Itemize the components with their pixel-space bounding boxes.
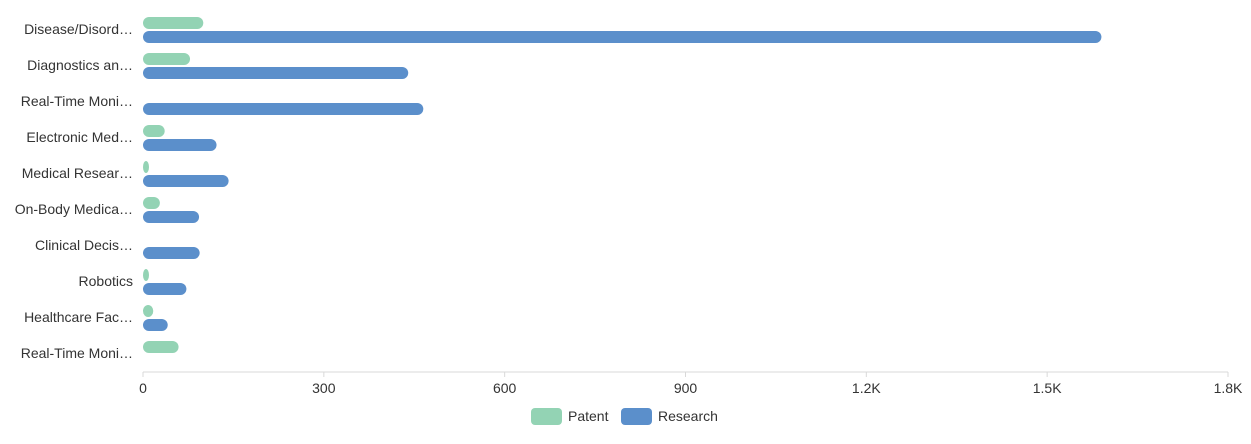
category-label: On-Body Medica… — [15, 201, 133, 217]
bar-research[interactable] — [143, 67, 409, 79]
bar-research[interactable] — [143, 175, 229, 187]
bar-patent[interactable] — [143, 269, 149, 281]
bar-research[interactable] — [143, 247, 200, 259]
x-tick-label: 1.2K — [852, 380, 881, 396]
bar-patent[interactable] — [143, 305, 154, 317]
x-tick-label: 900 — [674, 380, 698, 396]
bar-patent[interactable] — [143, 53, 191, 65]
category-labels: Disease/Disord… Diagnostics an… Real-Time … — [15, 21, 133, 361]
bar-research[interactable] — [143, 103, 424, 115]
bar-research[interactable] — [143, 31, 1102, 43]
x-axis-ticks: 0 300 600 900 1.2K 1.5K 1.8K — [139, 372, 1243, 396]
bar-patent[interactable] — [143, 341, 179, 353]
bar-patent[interactable] — [143, 125, 165, 137]
category-label: Diagnostics an… — [27, 57, 133, 73]
category-label: Real-Time Moni… — [21, 93, 133, 109]
x-tick-label: 0 — [139, 380, 147, 396]
category-label: Electronic Med… — [26, 129, 133, 145]
bar-research[interactable] — [143, 139, 217, 151]
legend-label-patent[interactable]: Patent — [568, 408, 609, 424]
category-label: Healthcare Fac… — [24, 309, 133, 325]
bar-patent[interactable] — [143, 17, 204, 29]
category-label: Disease/Disord… — [24, 21, 133, 37]
legend-swatch-research[interactable] — [621, 408, 652, 425]
bar-research[interactable] — [143, 283, 187, 295]
bar-patent[interactable] — [143, 197, 160, 209]
x-tick-label: 1.8K — [1214, 380, 1243, 396]
category-label: Medical Resear… — [22, 165, 133, 181]
category-label: Real-Time Moni… — [21, 345, 133, 361]
bar-research[interactable] — [143, 211, 200, 223]
bar-research[interactable] — [143, 319, 168, 331]
x-tick-label: 600 — [493, 380, 517, 396]
legend-swatch-patent[interactable] — [531, 408, 562, 425]
bars — [143, 17, 1102, 353]
legend: Patent Research — [531, 408, 718, 425]
category-label: Clinical Decis… — [35, 237, 133, 253]
x-tick-label: 1.5K — [1033, 380, 1062, 396]
bar-patent[interactable] — [143, 161, 149, 173]
category-label: Robotics — [79, 273, 133, 289]
x-tick-label: 300 — [312, 380, 336, 396]
legend-label-research[interactable]: Research — [658, 408, 718, 424]
